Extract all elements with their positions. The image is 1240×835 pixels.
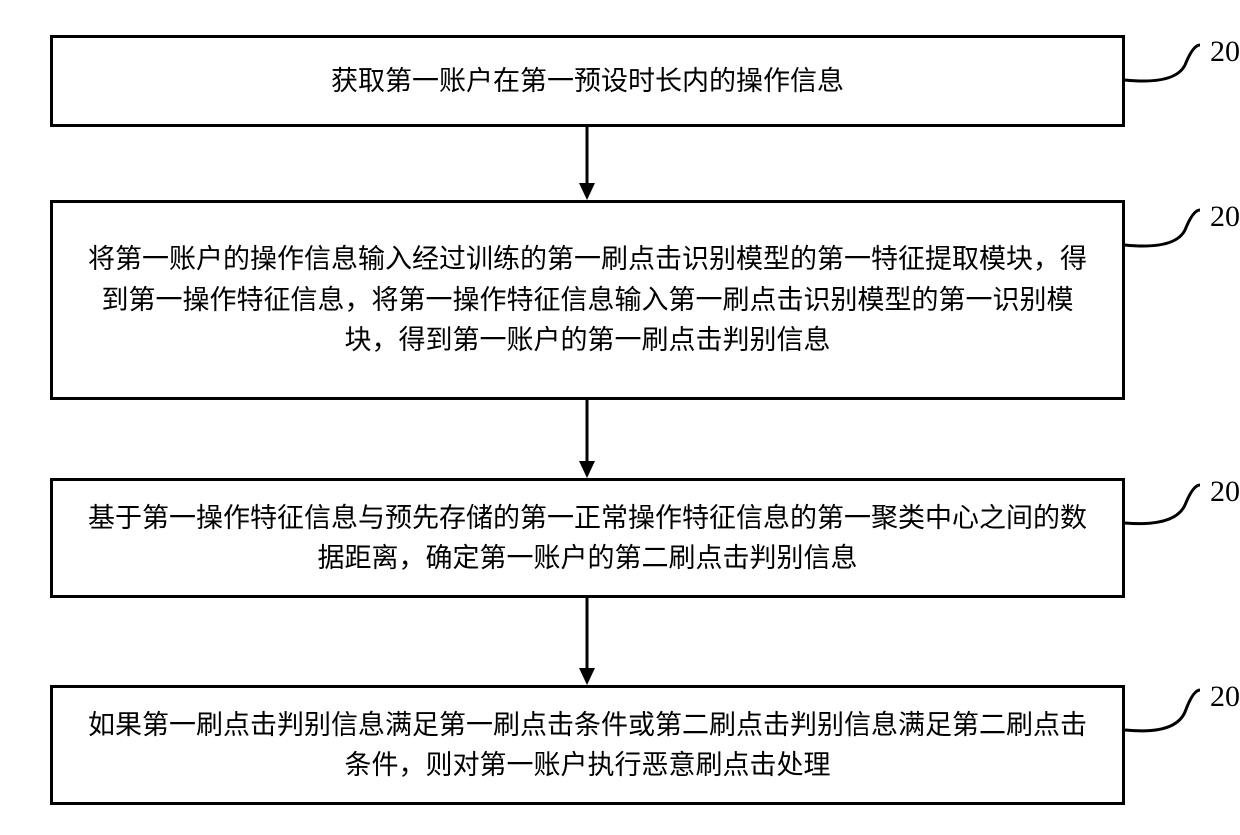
flow-step-201: 获取第一账户在第一预设时长内的操作信息 (50, 35, 1125, 127)
step-label-201: 201 (1210, 35, 1240, 69)
arrow-1 (577, 127, 597, 200)
connector-202 (1125, 210, 1210, 260)
connector-204 (1125, 690, 1210, 745)
flow-step-202-text: 将第一账户的操作信息输入经过训练的第一刷点击识别模型的第一特征提取模块，得到第一… (83, 239, 1092, 361)
arrow-3 (577, 598, 597, 685)
flow-step-203-text: 基于第一操作特征信息与预先存储的第一正常操作特征信息的第一聚类中心之间的数据距离… (83, 498, 1092, 579)
flow-step-204: 如果第一刷点击判别信息满足第一刷点击条件或第二刷点击判别信息满足第二刷点击条件，… (50, 685, 1125, 805)
flow-step-201-text: 获取第一账户在第一预设时长内的操作信息 (331, 61, 844, 102)
connector-203 (1125, 485, 1210, 535)
arrow-2 (577, 400, 597, 478)
flow-step-202: 将第一账户的操作信息输入经过训练的第一刷点击识别模型的第一特征提取模块，得到第一… (50, 200, 1125, 400)
flow-step-203: 基于第一操作特征信息与预先存储的第一正常操作特征信息的第一聚类中心之间的数据距离… (50, 478, 1125, 598)
flow-step-204-text: 如果第一刷点击判别信息满足第一刷点击条件或第二刷点击判别信息满足第二刷点击条件，… (83, 705, 1092, 786)
connector-201 (1125, 45, 1210, 95)
step-label-203: 203 (1210, 475, 1240, 509)
step-label-204: 204 (1210, 680, 1240, 714)
step-label-202: 202 (1210, 200, 1240, 234)
